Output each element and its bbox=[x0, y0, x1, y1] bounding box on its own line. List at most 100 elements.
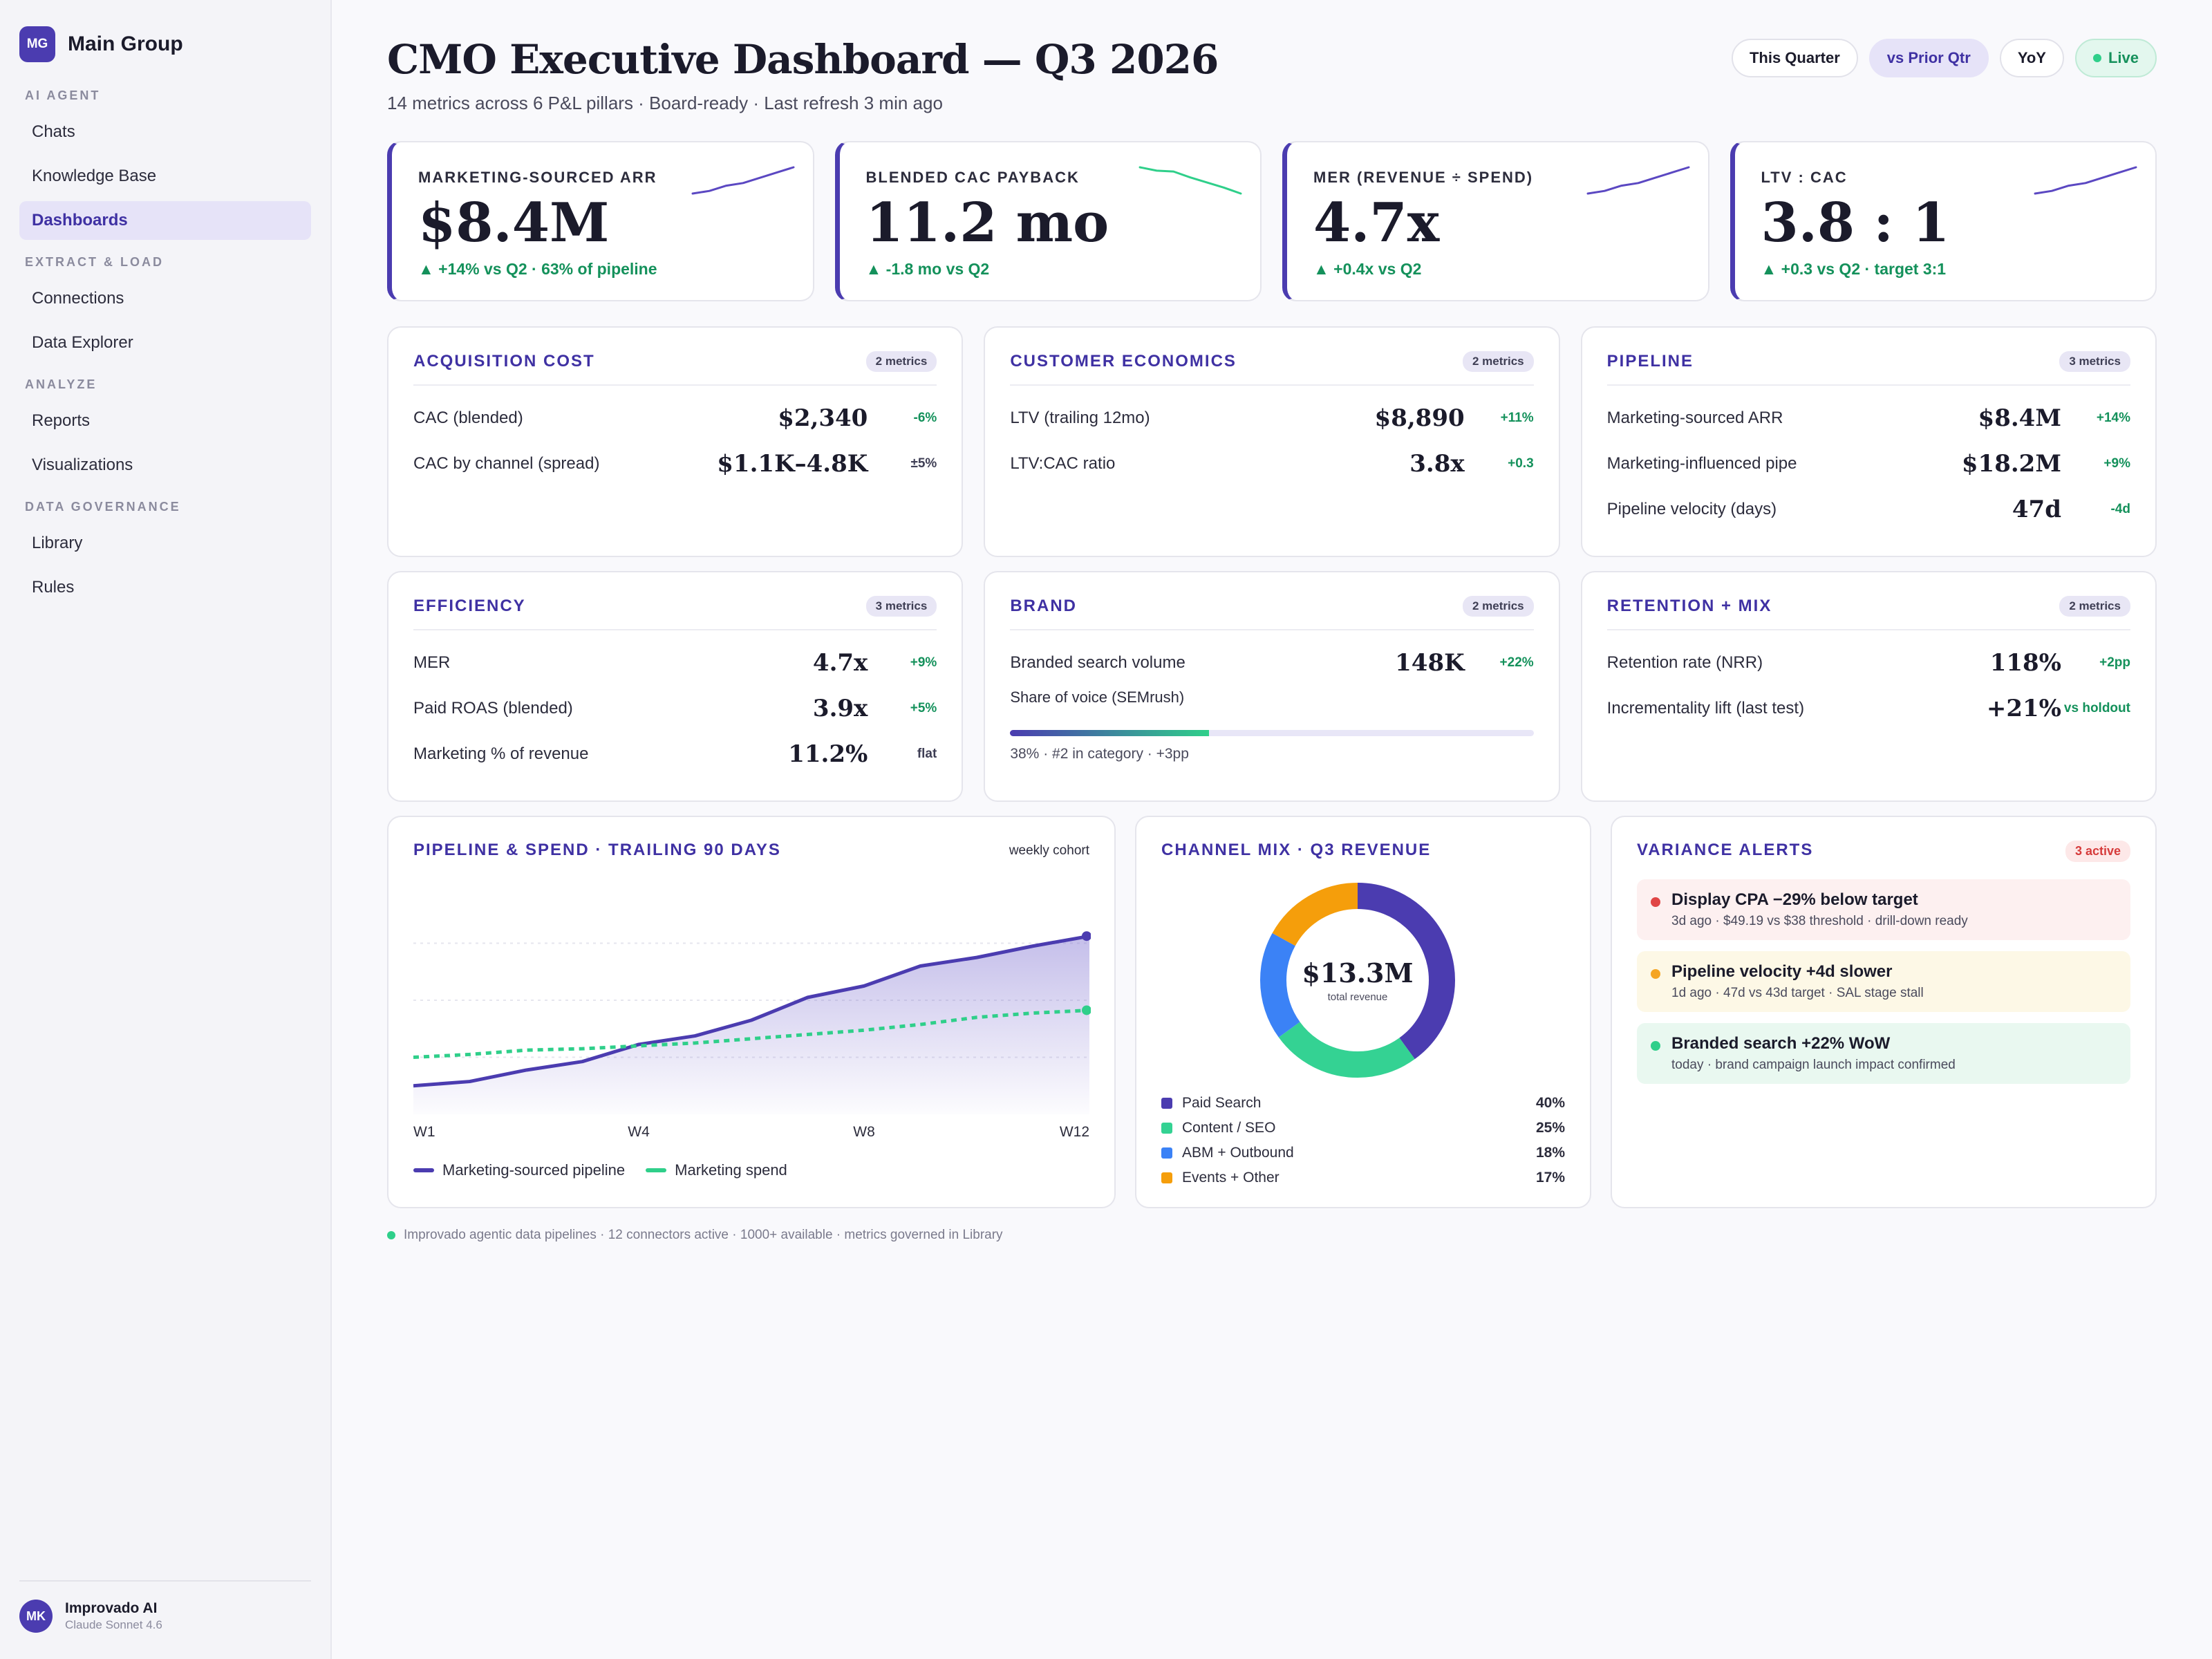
kpi-label: LTV : CAC bbox=[1761, 169, 1848, 186]
donut-slice-content-seo bbox=[1260, 883, 1455, 1078]
channel-row-events-other: Events + Other 17% bbox=[1161, 1165, 1565, 1190]
metric-row-pipeline-velocity-days[interactable]: Pipeline velocity (days) 47d -4d bbox=[1607, 487, 2130, 532]
sidebar-item-knowledge-base[interactable]: Knowledge Base bbox=[32, 167, 157, 185]
x-tick-label: W4 bbox=[628, 1124, 650, 1140]
channel-row-paid-search: Paid Search 40% bbox=[1161, 1091, 1565, 1116]
metric-row-marketing-influenced-pipe[interactable]: Marketing-influenced pipe $18.2M +9% bbox=[1607, 441, 2130, 487]
nav-section-analyze: ANALYZE bbox=[25, 377, 97, 391]
metric-value: $1.1K–4.8K bbox=[717, 450, 868, 478]
metric-row-marketing-sourced-arr[interactable]: Marketing-sourced ARR $8.4M +14% bbox=[1607, 395, 2130, 441]
sidebar-nav: AI AGENT Chats Knowledge Base Dashboards EXT… bbox=[19, 88, 311, 607]
kpi-delta: ▲ -1.8 mo vs Q2 bbox=[865, 260, 990, 278]
metric-value: +21% bbox=[1986, 695, 2061, 722]
alert-detail: today · brand campaign launch impact con… bbox=[1671, 1058, 1956, 1072]
pillar-title: CUSTOMER ECONOMICS bbox=[1010, 352, 1237, 371]
series-line-marketing-spend bbox=[413, 1008, 1090, 1059]
donut-slice-abm-outbound bbox=[1260, 883, 1455, 1078]
filter-pill-vs-prior-qtr[interactable]: vs Prior Qtr bbox=[1868, 39, 1989, 77]
alert-item[interactable]: Pipeline velocity +4d slower 1d ago · 47d… bbox=[1637, 951, 2130, 1012]
share-of-voice-bar bbox=[1010, 730, 1534, 736]
pillar-card-efficiency: EFFICIENCY 3 metrics MER 4.7x +9% Paid ROAS (… bbox=[387, 571, 964, 802]
pillar-row-1: ACQUISITION COST 2 metrics CAC (blended) $2… bbox=[387, 326, 2157, 557]
nav-section-ai-agent: AI AGENT bbox=[25, 88, 101, 102]
channel-share: 25% bbox=[1535, 1120, 1565, 1136]
alerts-count-badge: 3 active bbox=[2065, 841, 2130, 862]
kpi-value: 4.7x bbox=[1313, 191, 1440, 254]
metric-value: 3.9x bbox=[812, 695, 868, 722]
metric-delta: ±5% bbox=[910, 456, 937, 471]
kpi-delta: ▲ +0.3 vs Q2 · target 3:1 bbox=[1761, 260, 1947, 278]
metric-row-paid-roas-blended[interactable]: Paid ROAS (blended) 3.9x +5% bbox=[413, 686, 937, 731]
alert-detail: 3d ago · $49.19 vs $38 threshold · drill… bbox=[1671, 914, 1968, 928]
kpi-card-blended-cac-payback[interactable]: BLENDED CAC PAYBACK 11.2 mo ▲ -1.8 mo vs Q… bbox=[834, 141, 1262, 301]
pipeline-chart-legend: Marketing-sourced pipeline Marketing spen… bbox=[413, 1161, 787, 1179]
sidebar-item-rules[interactable]: Rules bbox=[32, 578, 75, 597]
channel-label: Content / SEO bbox=[1182, 1120, 1276, 1136]
sidebar-item-data-explorer[interactable]: Data Explorer bbox=[32, 333, 133, 352]
kpi-card-ltv-cac[interactable]: LTV : CAC 3.8 : 1 ▲ +0.3 vs Q2 · target 3:… bbox=[1730, 141, 2157, 301]
status-dot-icon bbox=[387, 1231, 395, 1239]
pipeline-spend-panel: PIPELINE & SPEND · TRAILING 90 DAYS week… bbox=[387, 816, 1116, 1208]
alert-body: Branded search +22% WoW today · brand cam… bbox=[1671, 1034, 1956, 1073]
metric-label: Retention rate (NRR) bbox=[1606, 653, 1763, 672]
metric-label: Incrementality lift (last test) bbox=[1606, 699, 1805, 718]
metric-row-retention-rate-nrr[interactable]: Retention rate (NRR) 118% +2pp bbox=[1607, 640, 2130, 686]
kpi-card-marketing-sourced-arr[interactable]: MARKETING-SOURCED ARR $8.4M ▲ +14% vs Q2 ·… bbox=[387, 141, 814, 301]
filter-pill-label: YoY bbox=[2017, 49, 2046, 66]
metric-delta: -4d bbox=[2110, 502, 2130, 516]
workspace-switcher[interactable]: MG Main Group bbox=[19, 26, 311, 62]
metric-delta: +0.3 bbox=[1508, 456, 1534, 471]
metric-row-mer[interactable]: MER 4.7x +9% bbox=[413, 640, 937, 686]
pillar-title: BRAND bbox=[1010, 597, 1077, 615]
metric-delta: +14% bbox=[2096, 411, 2130, 425]
filter-pill-live[interactable]: Live bbox=[2074, 39, 2157, 77]
channel-swatch bbox=[1161, 1098, 1172, 1109]
channel-label: ABM + Outbound bbox=[1182, 1145, 1294, 1161]
metric-row-cac-blended[interactable]: CAC (blended) $2,340 -6% bbox=[413, 395, 937, 441]
sidebar-item-library[interactable]: Library bbox=[32, 534, 83, 552]
metric-row-branded-search-volume[interactable]: Branded search volume 148K +22% bbox=[1010, 640, 1533, 686]
channel-label: Paid Search bbox=[1182, 1095, 1262, 1111]
sidebar-item-reports[interactable]: Reports bbox=[32, 411, 91, 430]
alerts-title: VARIANCE ALERTS bbox=[1637, 841, 1814, 859]
sidebar-item-dashboards[interactable]: Dashboards bbox=[19, 201, 311, 240]
share-of-voice-caption: 38% · #2 in category · +3pp bbox=[1010, 746, 1189, 762]
metric-row-ltv-trailing-12mo[interactable]: LTV (trailing 12mo) $8,890 +11% bbox=[1010, 395, 1533, 441]
alert-title: Pipeline velocity +4d slower bbox=[1671, 962, 1893, 981]
pipeline-spend-chart: W1 W4 W8 W12 bbox=[413, 931, 1091, 1140]
metric-delta: +22% bbox=[1499, 655, 1534, 670]
metric-value: $18.2M bbox=[1961, 450, 2061, 478]
kpi-value: $8.4M bbox=[418, 191, 610, 254]
filter-pill-this-quarter[interactable]: This Quarter bbox=[1731, 39, 1858, 77]
legend-item-marketing-spend: Marketing spend bbox=[646, 1161, 787, 1179]
kpi-sparkline bbox=[691, 166, 794, 195]
metric-row-marketing-of-revenue[interactable]: Marketing % of revenue 11.2% flat bbox=[413, 731, 937, 777]
alert-item[interactable]: Branded search +22% WoW today · brand cam… bbox=[1637, 1023, 2130, 1084]
sidebar-item-visualizations[interactable]: Visualizations bbox=[32, 456, 133, 474]
metric-label: CAC (blended) bbox=[413, 409, 523, 427]
alert-item[interactable]: Display CPA −29% below target 3d ago · $4… bbox=[1637, 879, 2130, 940]
alert-body: Pipeline velocity +4d slower 1d ago · 47d… bbox=[1671, 962, 1924, 1001]
channel-row-content-seo: Content / SEO 25% bbox=[1161, 1116, 1565, 1141]
x-tick-label: W1 bbox=[413, 1124, 435, 1140]
channel-row-abm-outbound: ABM + Outbound 18% bbox=[1161, 1141, 1565, 1165]
metric-row-cac-by-channel-spread[interactable]: CAC by channel (spread) $1.1K–4.8K ±5% bbox=[413, 441, 937, 487]
channel-share: 40% bbox=[1535, 1095, 1565, 1111]
filter-pill-label: Live bbox=[2108, 49, 2139, 66]
filter-pill-yoy[interactable]: YoY bbox=[1999, 39, 2064, 77]
kpi-label: BLENDED CAC PAYBACK bbox=[865, 169, 1080, 186]
user-profile[interactable]: MK Improvado AI Claude Sonnet 4.6 bbox=[19, 1580, 311, 1633]
series-end-point bbox=[1082, 931, 1091, 941]
metric-row-ltv-cac-ratio[interactable]: LTV:CAC ratio 3.8x +0.3 bbox=[1010, 441, 1533, 487]
pipeline-chart-note: weekly cohort bbox=[1009, 843, 1089, 858]
alert-severity-icon bbox=[1651, 1041, 1660, 1051]
kpi-card-mer-revenue-spend[interactable]: MER (REVENUE ÷ SPEND) 4.7x ▲ +0.4x vs Q2 bbox=[1282, 141, 1709, 301]
metric-count-badge: 3 metrics bbox=[2059, 351, 2130, 372]
alert-title: Branded search +22% WoW bbox=[1671, 1034, 1891, 1053]
sidebar-item-connections[interactable]: Connections bbox=[32, 289, 124, 308]
sidebar-item-chats[interactable]: Chats bbox=[32, 122, 75, 141]
metric-row-incrementality-lift-last-test[interactable]: Incrementality lift (last test) +21% vs ho… bbox=[1607, 686, 2130, 731]
metric-delta: vs holdout bbox=[2063, 701, 2130, 715]
metric-count-badge: 2 metrics bbox=[1462, 351, 1534, 372]
share-of-voice-fill bbox=[1010, 730, 1210, 736]
